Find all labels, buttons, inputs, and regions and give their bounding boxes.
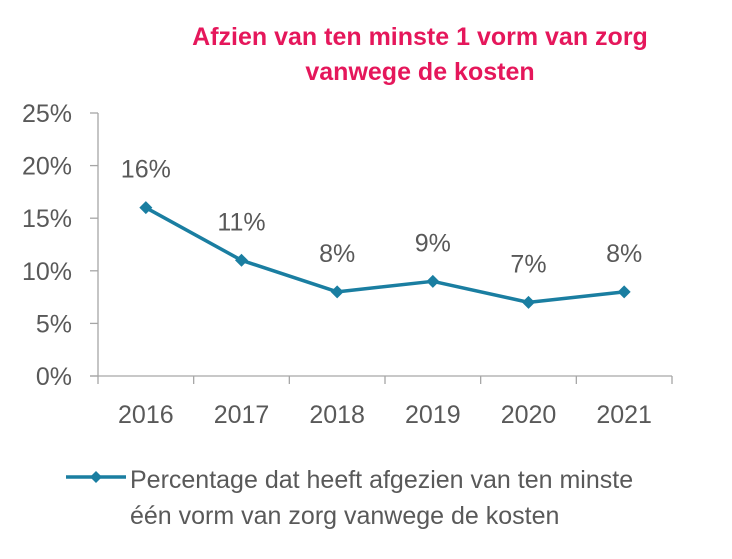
chart-title: Afzien van ten minste 1 vorm van zorg va… bbox=[150, 20, 690, 90]
x-tick-label: 2017 bbox=[214, 401, 270, 429]
x-tick-label: 2020 bbox=[501, 401, 557, 429]
legend-swatch-icon bbox=[66, 471, 126, 483]
data-label: 7% bbox=[510, 250, 546, 278]
x-axis: 2016 2017 2018 2019 2020 2021 bbox=[90, 375, 673, 429]
y-tick-label: 0% bbox=[36, 363, 72, 391]
data-label: 8% bbox=[606, 240, 642, 268]
series-line bbox=[144, 206, 625, 305]
data-label: 16% bbox=[121, 156, 171, 184]
data-point-marker bbox=[617, 285, 631, 299]
data-label: 8% bbox=[319, 240, 355, 268]
y-tick-label: 20% bbox=[22, 153, 72, 181]
data-label: 11% bbox=[217, 208, 265, 236]
data-point-marker bbox=[522, 295, 535, 309]
legend-label-line-2: één vorm van zorg vanwege de kosten bbox=[130, 502, 560, 530]
x-tick-label: 2021 bbox=[596, 401, 652, 429]
legend-label: Percentage dat heeft afgezien van ten mi… bbox=[130, 462, 730, 534]
series: 16% 11% 8% 9% 7% 8% bbox=[121, 156, 642, 309]
data-label: 9% bbox=[415, 229, 451, 257]
chart-title-line-1: Afzien van ten minste 1 vorm van zorg bbox=[192, 23, 648, 51]
chart-title-line-2: vanwege de kosten bbox=[305, 58, 535, 86]
x-tick-label: 2019 bbox=[405, 401, 461, 429]
data-point-marker bbox=[426, 274, 440, 288]
legend-label-line-1: Percentage dat heeft afgezien van ten mi… bbox=[130, 466, 634, 494]
y-tick-label: 15% bbox=[22, 205, 72, 233]
x-tick-label: 2018 bbox=[309, 401, 365, 429]
data-point-marker bbox=[330, 285, 344, 299]
y-tick-label: 5% bbox=[36, 310, 72, 338]
data-point-marker bbox=[139, 201, 153, 215]
x-tick-label: 2016 bbox=[118, 401, 174, 429]
data-point-marker bbox=[235, 253, 248, 267]
y-tick-label: 10% bbox=[22, 258, 72, 286]
y-tick-label: 25% bbox=[22, 100, 72, 128]
y-axis: 0% 5% 10% 15% 20% 25% bbox=[22, 100, 99, 391]
